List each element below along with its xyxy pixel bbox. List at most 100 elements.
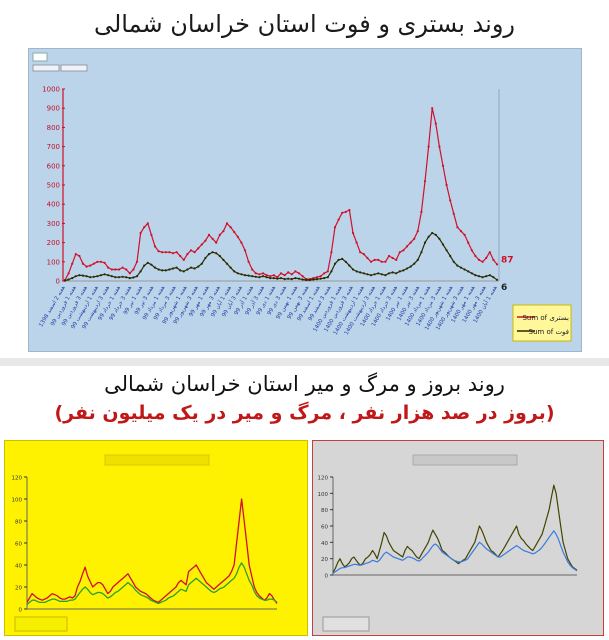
data-point: [150, 233, 153, 236]
data-point: [218, 233, 221, 236]
data-point: [323, 277, 326, 280]
data-point: [344, 260, 347, 263]
divider: [0, 358, 609, 366]
data-point: [398, 251, 401, 254]
data-point: [71, 262, 74, 265]
data-point: [297, 277, 301, 280]
data-point: [287, 277, 290, 280]
y-tick-label: 400: [47, 201, 60, 209]
y-tick-label: 200: [47, 239, 60, 247]
data-point: [179, 254, 182, 258]
series-line: [26, 562, 278, 606]
data-point: [456, 264, 459, 267]
y-tick-label: 40: [321, 541, 328, 547]
data-point: [175, 266, 178, 269]
data-point: [215, 252, 218, 255]
chart-panel-incidence: 0 20 40 60 80 100 120: [4, 440, 308, 636]
data-point: [233, 270, 236, 273]
data-point: [312, 278, 315, 281]
data-point: [251, 275, 254, 278]
data-point: [305, 278, 308, 282]
data-point: [355, 270, 358, 273]
data-point: [301, 275, 304, 278]
y-tick-label: 0: [56, 278, 60, 286]
legend-box: [14, 616, 68, 632]
data-point: [380, 260, 383, 263]
data-point: [362, 253, 365, 256]
data-point: [420, 210, 423, 213]
data-point: [179, 269, 182, 272]
data-point: [337, 258, 340, 261]
y-tick-label: 0: [325, 574, 329, 580]
data-point: [348, 264, 351, 267]
data-point: [96, 275, 99, 278]
filter-button[interactable]: [60, 64, 88, 72]
data-point: [269, 277, 272, 280]
data-point: [481, 260, 484, 263]
data-point: [351, 268, 355, 271]
data-point: [449, 254, 452, 258]
data-point: [290, 273, 293, 276]
data-point: [283, 278, 286, 281]
series-line: [26, 498, 278, 604]
y-tick-label: 40: [15, 564, 22, 570]
chart-mortality: 0 20 40 60 80 100 120: [318, 454, 578, 632]
data-point: [117, 276, 121, 279]
data-point: [441, 243, 445, 246]
data-point: [211, 251, 214, 254]
data-point: [121, 266, 124, 269]
data-point: [103, 261, 106, 264]
data-point: [485, 256, 488, 260]
data-point: [308, 278, 311, 282]
data-point: [265, 276, 268, 279]
data-point: [423, 241, 427, 244]
data-point: [153, 245, 157, 248]
y-tick-label: 900: [47, 105, 60, 113]
chart-panel-mortality: 0 20 40 60 80 100 120: [312, 440, 604, 636]
data-point: [369, 260, 373, 263]
data-point: [247, 274, 250, 277]
data-point: [125, 276, 128, 279]
data-point: [434, 122, 437, 125]
y-tick-label: 700: [47, 143, 60, 151]
data-point: [128, 272, 131, 275]
data-point: [341, 257, 344, 260]
data-point: [485, 275, 488, 278]
data-point: [254, 275, 257, 278]
data-point: [452, 260, 455, 263]
data-point: [135, 260, 139, 263]
page-title: روند بستری و فوت استان خراسان شمالی: [93, 10, 515, 38]
data-point: [287, 271, 290, 274]
data-point: [344, 210, 347, 213]
data-point: [438, 237, 441, 240]
data-point: [233, 230, 236, 234]
data-point: [81, 274, 85, 277]
data-point: [193, 251, 196, 254]
data-point: [197, 265, 200, 268]
data-point: [139, 231, 142, 235]
end-value-label: 87: [501, 255, 514, 265]
data-point: [146, 261, 149, 264]
data-point: [391, 271, 394, 274]
data-point: [161, 269, 164, 272]
data-point: [459, 266, 463, 269]
data-point: [380, 273, 383, 276]
data-point: [225, 222, 229, 225]
data-point: [175, 251, 178, 254]
data-point: [492, 258, 495, 261]
data-point: [161, 251, 164, 254]
y-tick-label: 80: [321, 508, 328, 514]
data-point: [319, 275, 322, 278]
data-point: [258, 276, 261, 279]
filter-button[interactable]: [32, 64, 60, 72]
data-point: [366, 256, 369, 260]
data-point: [189, 266, 193, 269]
y-tick-label: 800: [47, 124, 60, 132]
y-tick-label: 60: [15, 542, 22, 548]
data-point: [146, 222, 149, 225]
data-point: [452, 212, 455, 215]
data-point: [481, 276, 484, 279]
y-tick-label: 100: [12, 498, 23, 504]
data-point: [78, 274, 81, 277]
